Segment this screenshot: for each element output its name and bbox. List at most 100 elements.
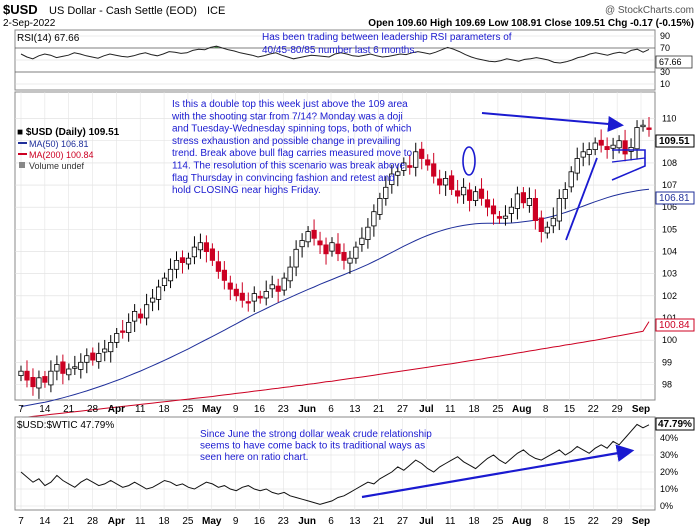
x-axis-label: 27 xyxy=(397,516,409,527)
x-axis-label: Jul xyxy=(419,404,434,415)
candle-body xyxy=(191,246,197,258)
candle-body xyxy=(275,285,281,292)
candle-body xyxy=(305,231,311,243)
candle-body xyxy=(640,124,646,128)
x-axis-label: 18 xyxy=(469,404,481,415)
x-axis-label: Sep xyxy=(632,516,650,527)
candle-body xyxy=(371,211,377,227)
candle-body xyxy=(622,140,628,155)
price-tick-label: 104 xyxy=(662,247,677,257)
candle-body xyxy=(60,361,66,374)
price-panel-frame xyxy=(14,91,656,401)
candle-body xyxy=(335,243,341,255)
ma200-line xyxy=(20,321,650,419)
x-axis-label: 25 xyxy=(492,516,504,527)
rsi-annotation: Has been trading between leadership RSI … xyxy=(262,32,514,56)
x-axis-label: 28 xyxy=(87,404,99,415)
candle-body xyxy=(137,313,144,319)
ma200-badge-bg xyxy=(655,318,695,332)
candle-body xyxy=(245,301,251,304)
x-axis-label: 23 xyxy=(278,404,290,415)
candle-body xyxy=(257,295,263,299)
x-axis-ratio: 7 14 21 28 Apr 11 18 25 May 9 16 23 Jun 6 13 21 27 Jul 11 1… xyxy=(18,516,650,527)
rsi-tick-label: 10 xyxy=(660,79,670,89)
ohlc-readout: Open 109.60 High 109.69 Low 108.91 Close… xyxy=(368,18,694,29)
candle-body xyxy=(353,246,359,259)
candle-body xyxy=(496,216,503,219)
candle-body xyxy=(347,257,353,264)
candle-body xyxy=(437,178,443,186)
candle-body xyxy=(448,175,455,190)
x-axis-label: 22 xyxy=(588,516,600,527)
price-tick-label: 101 xyxy=(662,313,677,323)
candle-body xyxy=(425,159,431,166)
candle-body xyxy=(311,229,317,239)
candle-body xyxy=(538,217,544,232)
price-tick-label: 103 xyxy=(662,269,677,279)
candle-body xyxy=(54,364,60,372)
price-tick-label: 110 xyxy=(662,114,676,124)
candle-body xyxy=(78,361,84,370)
candle-body xyxy=(149,297,156,303)
candle-body xyxy=(413,151,419,168)
x-axis-label: 6 xyxy=(328,516,334,527)
x-axis-label: 25 xyxy=(182,404,194,415)
price-tick-label: 100 xyxy=(662,335,677,345)
candle-body xyxy=(173,259,180,270)
rsi-panel: 9070503010 RSI(14) 67.66 67.66 Has been … xyxy=(14,29,693,91)
x-axis-label: 7 xyxy=(18,516,24,527)
candle-body xyxy=(634,127,640,150)
candle-body xyxy=(293,248,299,268)
candle-body xyxy=(520,192,527,204)
candle-body xyxy=(508,206,515,214)
candle-body xyxy=(466,189,473,201)
x-axis-label: Sep xyxy=(632,404,650,415)
x-axis-label: 14 xyxy=(39,516,51,527)
candle-body xyxy=(269,284,275,290)
candle-body xyxy=(84,355,90,363)
candle-body xyxy=(227,282,233,290)
price-legend: ■ $USD (Daily) 109.51 MA(50) 106.81 MA(2… xyxy=(17,127,120,171)
rsi-value-badge: 67.66 xyxy=(659,57,682,67)
candle-body xyxy=(556,197,562,222)
ratio-tick-label: 0% xyxy=(660,501,673,511)
chart-symbol: $USD xyxy=(3,2,38,17)
x-axis-label: 25 xyxy=(182,516,194,527)
x-axis-label: 22 xyxy=(588,404,600,415)
x-axis-label: 21 xyxy=(373,516,385,527)
candle-body xyxy=(460,186,467,196)
candle-body xyxy=(323,244,329,255)
price-tick-label: 106 xyxy=(662,202,677,212)
candle-body xyxy=(48,370,54,386)
x-axis-label: 18 xyxy=(469,516,481,527)
candle-body xyxy=(131,310,138,322)
double-top-arrow xyxy=(481,112,624,132)
x-axis-label: 14 xyxy=(39,404,51,415)
candle-body xyxy=(155,286,162,300)
candle-body xyxy=(203,242,209,252)
x-axis-label: 7 xyxy=(18,404,24,415)
x-axis-label: 16 xyxy=(254,516,266,527)
ratio-tick-label: 10% xyxy=(660,484,678,494)
shooting-star-circle xyxy=(462,146,476,176)
ratio-tick-label: 40% xyxy=(660,433,678,443)
rsi-value-badge-bg xyxy=(655,55,693,69)
rsi-label: RSI(14) 67.66 xyxy=(17,33,80,44)
ma50-badge-bg xyxy=(655,191,695,205)
candle-body xyxy=(299,240,305,248)
chart-exchange: ICE xyxy=(207,5,225,17)
candle-body xyxy=(66,368,72,376)
x-axis-label: 25 xyxy=(492,404,504,415)
x-axis-label: 8 xyxy=(543,516,549,527)
x-axis-label: May xyxy=(202,404,222,415)
candle-body xyxy=(442,177,449,186)
rsi-tick-label: 90 xyxy=(660,31,670,41)
candle-body xyxy=(532,197,539,221)
candle-body xyxy=(383,186,389,199)
price-tick-label: 107 xyxy=(662,180,677,190)
x-axis-label: 21 xyxy=(63,404,75,415)
candle-body xyxy=(610,144,616,149)
candle-body xyxy=(263,290,269,299)
candle-body xyxy=(120,330,126,333)
candle-body xyxy=(179,257,186,264)
